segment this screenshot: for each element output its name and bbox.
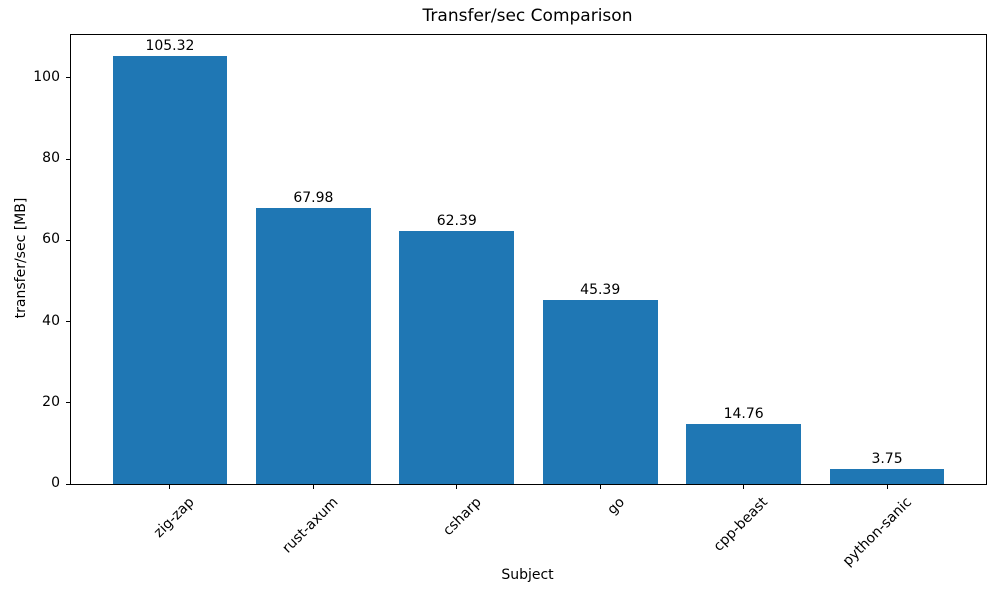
bar-value-label: 62.39 bbox=[436, 212, 477, 229]
x-tick bbox=[599, 484, 601, 489]
bar bbox=[686, 424, 801, 484]
bar-value-label: 3.75 bbox=[871, 450, 903, 467]
y-tick bbox=[66, 77, 71, 79]
y-tick-label: 80 bbox=[42, 150, 60, 167]
plot-area: 105.32 67.98 62.39 45.39 14.76 3.75 bbox=[66, 34, 987, 489]
y-tick bbox=[66, 239, 71, 241]
y-tick-label: 40 bbox=[42, 312, 60, 329]
x-tick-label: zig-zap bbox=[150, 494, 198, 541]
x-tick-label: go bbox=[604, 494, 628, 518]
y-tick-label: 0 bbox=[51, 475, 60, 491]
y-tick bbox=[66, 483, 71, 485]
y-tick-label: 20 bbox=[42, 393, 60, 410]
y-axis-label: transfer/sec [MB] bbox=[13, 197, 29, 319]
x-tick-label: cpp-beast bbox=[710, 494, 772, 555]
x-tick bbox=[743, 484, 745, 489]
x-tick bbox=[169, 484, 171, 489]
y-tick bbox=[66, 158, 71, 160]
y-tick-label: 100 bbox=[33, 68, 60, 85]
x-tick bbox=[312, 484, 314, 489]
bar-value-label: 67.98 bbox=[293, 189, 334, 206]
chart-title: Transfer/sec Comparison bbox=[422, 6, 633, 26]
y-tick bbox=[66, 321, 71, 323]
x-tick bbox=[886, 484, 888, 489]
x-tick-label: python-sanic bbox=[839, 494, 915, 570]
bar bbox=[112, 56, 228, 484]
bar bbox=[399, 230, 515, 484]
bar-value-label: 14.76 bbox=[723, 406, 764, 423]
bar bbox=[256, 207, 371, 484]
x-axis-label: Subject bbox=[501, 567, 554, 583]
bar-value-label: 45.39 bbox=[580, 281, 621, 298]
x-tick-label: rust-axum bbox=[278, 494, 341, 557]
y-tick bbox=[66, 402, 71, 404]
y-tick-label: 60 bbox=[42, 231, 60, 248]
bar bbox=[542, 299, 658, 484]
bar-value-label: 105.32 bbox=[145, 38, 195, 55]
x-tick-label: csharp bbox=[439, 494, 485, 539]
x-tick bbox=[456, 484, 458, 489]
bar bbox=[829, 468, 945, 484]
